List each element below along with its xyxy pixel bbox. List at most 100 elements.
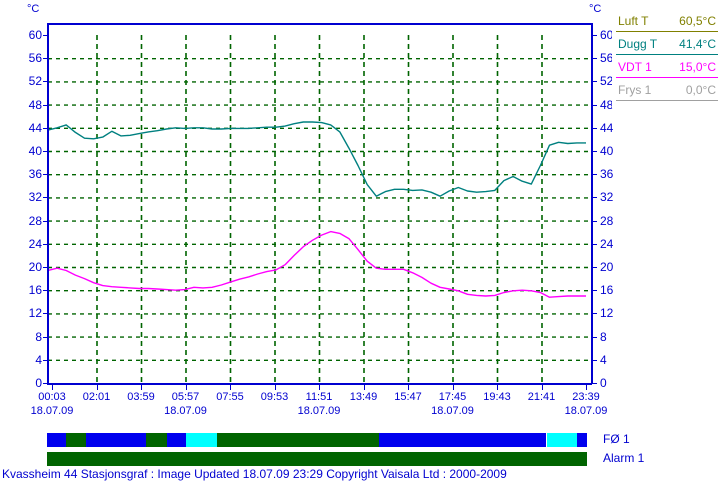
status-bar-segment	[47, 452, 587, 466]
y-tick-label-right: 12	[600, 306, 614, 321]
x-tick-label-time: 15:47	[394, 391, 422, 403]
y-tick-label-right: 60	[600, 28, 614, 42]
status-bar-segment	[66, 433, 86, 447]
y-tick-label-left: 4	[35, 352, 42, 367]
x-tick-label-date: 18.07.09	[297, 405, 341, 417]
legend-row[interactable]: VDT 1 15,0°C	[616, 60, 718, 82]
y-tick-label-right: 56	[600, 51, 614, 66]
y-tick-label-right: 52	[600, 74, 614, 89]
legend-color-rule	[616, 31, 718, 32]
y-tickmark	[43, 104, 49, 106]
y-tick-label-right: 4	[600, 352, 607, 367]
y-tickmark	[43, 313, 49, 315]
gridlines	[48, 35, 591, 383]
y-tickmark	[43, 243, 49, 245]
series-lines	[48, 121, 586, 298]
y-tick-label-right: 28	[600, 213, 614, 228]
status-bar-track[interactable]	[47, 452, 587, 466]
status-bar-segment	[185, 433, 218, 447]
y-tickmark	[591, 81, 597, 83]
legend-row[interactable]: Dugg T 41,4°C	[616, 37, 718, 59]
y-tick-label-right: 44	[600, 120, 614, 135]
legend-series-name: Frys 1	[618, 83, 652, 97]
x-tick-label-time: 02:01	[82, 391, 111, 403]
status-bar-segment	[379, 433, 547, 447]
y-tickmark	[43, 81, 49, 83]
y-tickmark	[591, 359, 597, 361]
y-axis-unit-right: °C	[589, 3, 602, 15]
y-tick-label-right: 32	[600, 190, 614, 205]
y-tickmark	[591, 336, 597, 338]
x-tick-label-time: 19:43	[483, 391, 511, 403]
x-tickmark	[497, 385, 498, 390]
x-tick-label-time: 21:41	[527, 391, 556, 403]
legend-row[interactable]: Luft T 60,5°C	[616, 14, 718, 36]
y-tickmark	[591, 243, 597, 245]
status-bar-track[interactable]	[47, 433, 587, 447]
x-axis-spine	[47, 383, 592, 385]
x-tickmark	[586, 385, 587, 390]
x-tick-label-date: 18.07.09	[431, 405, 474, 417]
x-tickmark	[141, 385, 142, 390]
x-tickmark	[230, 385, 231, 390]
y-tickmark	[591, 383, 597, 384]
y-tick-label-left: 52	[28, 74, 42, 89]
y-tickmark	[43, 220, 49, 222]
plot-area	[48, 35, 592, 383]
legend-series-name: VDT 1	[618, 60, 652, 74]
x-tickmark	[408, 385, 409, 390]
y-tickmark	[43, 383, 49, 384]
series-line-dugg-t	[48, 121, 586, 197]
y-tickmark	[591, 267, 597, 268]
y-tick-label-left: 44	[28, 120, 42, 135]
y-tickmark	[43, 359, 49, 361]
y-tickmark	[591, 174, 597, 176]
y-tick-label-left: 36	[28, 167, 42, 182]
y-tick-label-left: 60	[28, 28, 42, 42]
y-tickmark	[43, 174, 49, 176]
y-tickmark	[591, 58, 597, 60]
status-bar-segment	[47, 433, 67, 447]
legend-series-value: 0,0°C	[685, 83, 716, 97]
y-tickmark	[591, 151, 597, 152]
y-tick-label-left: 56	[28, 51, 42, 66]
y-tickmark	[591, 220, 597, 222]
y-tick-label-right: 40	[600, 144, 614, 158]
x-tick-label-time: 11:51	[305, 391, 333, 403]
y-tick-label-right: 48	[600, 97, 614, 112]
y-tickmark	[43, 336, 49, 338]
legend-series-value: 60,5°C	[679, 14, 716, 28]
status-bar-segment	[166, 433, 186, 447]
x-tick-label-time: 23:39	[572, 391, 600, 403]
x-tick-label-time: 00:03	[38, 391, 66, 403]
y-tick-label-right: 16	[600, 283, 614, 298]
y-tick-label-right: 24	[600, 236, 614, 251]
y-tick-label-left: 40	[28, 144, 42, 158]
y-tick-label-left: 20	[28, 260, 42, 274]
status-bar-segment	[546, 433, 578, 447]
y-tickmark	[591, 313, 597, 315]
legend-row[interactable]: Frys 1 0,0°C	[616, 83, 718, 105]
y-tickmark	[591, 104, 597, 106]
status-bar-segment	[145, 433, 167, 447]
y-tick-label-right: 8	[600, 329, 607, 344]
y-tickmark	[43, 127, 49, 129]
x-tickmark	[274, 385, 276, 390]
y-tickmark	[43, 151, 49, 152]
legend-series-value: 41,4°C	[679, 37, 716, 51]
y-tickmark	[43, 58, 49, 60]
status-bar-segment	[577, 433, 587, 447]
x-tick-label-time: 17:45	[438, 391, 467, 403]
x-tickmark	[185, 385, 187, 390]
legend-series-name: Dugg T	[618, 37, 658, 51]
plot-canvas	[48, 35, 591, 383]
y-tickmark	[591, 127, 597, 129]
x-tick-label-time: 03:59	[127, 391, 155, 403]
x-tickmark	[52, 385, 53, 390]
y-tickmark	[43, 35, 49, 36]
series-line-vdt-1	[48, 230, 586, 298]
y-tick-label-left: 16	[28, 283, 42, 298]
status-bar-label: FØ 1	[603, 432, 630, 446]
y-tick-label-left: 32	[28, 190, 42, 205]
x-tick-label-time: 07:55	[216, 391, 244, 403]
